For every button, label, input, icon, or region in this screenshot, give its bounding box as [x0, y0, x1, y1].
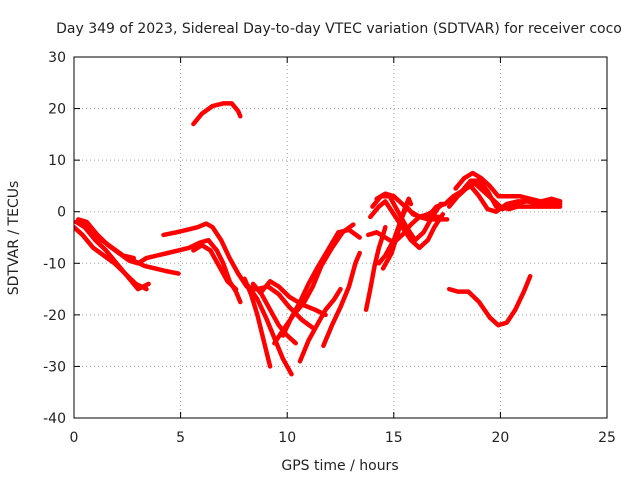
y-tick-label: -40 [43, 411, 66, 427]
series-line-11 [246, 284, 294, 377]
y-tick-label: 10 [48, 153, 66, 169]
y-tick-label: -30 [43, 359, 66, 375]
axis-ticks: 0 5 10 15 20 25 -40 -30 -20 -10 0 10 20 30 [43, 50, 616, 446]
series-line-4 [78, 219, 136, 261]
x-tick-label: 0 [70, 430, 79, 446]
series-line-30 [446, 273, 533, 328]
x-axis-label: GPS time / hours [281, 458, 398, 474]
y-tick-label: 30 [48, 50, 66, 66]
series-line-14 [259, 279, 328, 318]
data-series-group [74, 101, 563, 377]
y-tick-label: -10 [43, 256, 66, 272]
y-axis-label: SDTVAR / TECUs [6, 181, 22, 296]
series-line-5 [131, 258, 181, 276]
chart-title: Day 349 of 2023, Sidereal Day-to-day VTE… [56, 21, 622, 37]
series-line-29 [453, 170, 563, 204]
plot-frame [73, 56, 608, 419]
series-line-8 [191, 242, 239, 292]
x-tick-label: 5 [176, 430, 185, 446]
series-line-9 [191, 101, 243, 127]
series-line-2 [74, 219, 151, 292]
series-line-19 [363, 224, 388, 312]
series-line-17 [297, 286, 343, 364]
y-tick-label: 20 [48, 102, 66, 118]
series-line-18 [321, 250, 362, 349]
y-tick-label: -20 [43, 308, 66, 324]
x-tick-label: 15 [385, 430, 403, 446]
series-line-6 [161, 221, 258, 292]
series-line-16 [280, 227, 362, 338]
y-tick-label: 0 [57, 205, 66, 221]
x-tick-label: 25 [598, 430, 616, 446]
series-line-21 [368, 199, 446, 251]
x-tick-label: 20 [491, 430, 509, 446]
x-tick-label: 10 [278, 430, 296, 446]
